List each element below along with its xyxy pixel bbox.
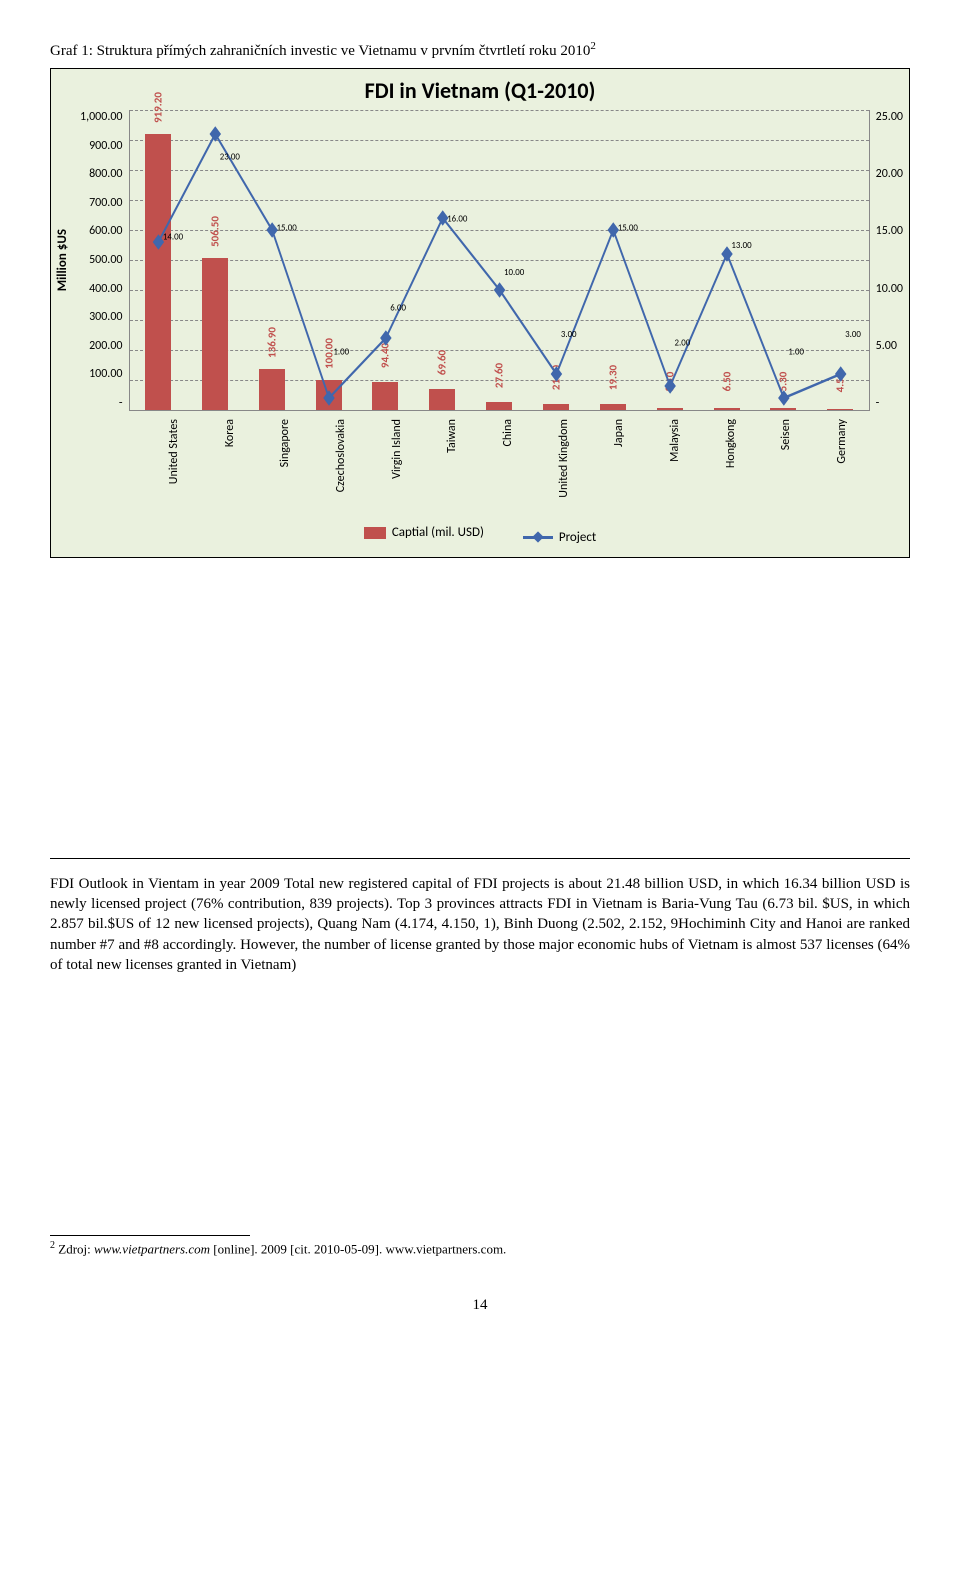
chart-frame: FDI in Vietnam (Q1-2010) Million $US 1,0… xyxy=(50,68,910,558)
legend-bar: Captial (mil. USD) xyxy=(364,525,484,540)
svg-text:23.00: 23.00 xyxy=(219,152,240,162)
section-rule xyxy=(50,858,910,859)
svg-text:2.00: 2.00 xyxy=(674,339,690,349)
y-axis-left-ticks: 1,000.00900.00800.00700.00600.00500.0040… xyxy=(74,110,129,410)
chart-title: FDI in Vietnam (Q1-2010) xyxy=(51,69,909,110)
footnote-rule xyxy=(50,1235,250,1236)
svg-text:1.00: 1.00 xyxy=(788,348,804,358)
svg-text:3.00: 3.00 xyxy=(845,330,861,340)
chart-legend: Captial (mil. USD) Project xyxy=(51,517,909,557)
svg-text:13.00: 13.00 xyxy=(731,241,752,251)
fdi-chart: FDI in Vietnam (Q1-2010) Million $US 1,0… xyxy=(51,69,909,557)
y-axis-right-ticks: 25.0020.0015.0010.005.00- xyxy=(870,110,909,410)
page-number: 14 xyxy=(50,1297,910,1314)
body-paragraph: FDI Outlook in Vientam in year 2009 Tota… xyxy=(50,874,910,975)
svg-text:14.00: 14.00 xyxy=(162,232,183,242)
figure-caption: Graf 1: Struktura přímých zahraničních i… xyxy=(50,40,910,60)
svg-text:15.00: 15.00 xyxy=(617,223,638,233)
svg-text:15.00: 15.00 xyxy=(276,223,297,233)
y-axis-label: Million $US xyxy=(51,229,74,291)
footnote: 2 Zdroj: www.vietpartners.com [online]. … xyxy=(50,1240,910,1257)
x-axis-labels: United StatesKoreaSingaporeCzechoslovaki… xyxy=(139,411,863,517)
svg-text:16.00: 16.00 xyxy=(447,215,468,225)
svg-text:6.00: 6.00 xyxy=(390,303,406,313)
svg-text:1.00: 1.00 xyxy=(333,348,349,358)
legend-line: Project xyxy=(523,530,596,545)
plot-area: 919.20506.50136.90100.0094.4069.6027.602… xyxy=(129,110,870,411)
svg-text:10.00: 10.00 xyxy=(504,268,525,278)
svg-text:3.00: 3.00 xyxy=(560,330,576,340)
